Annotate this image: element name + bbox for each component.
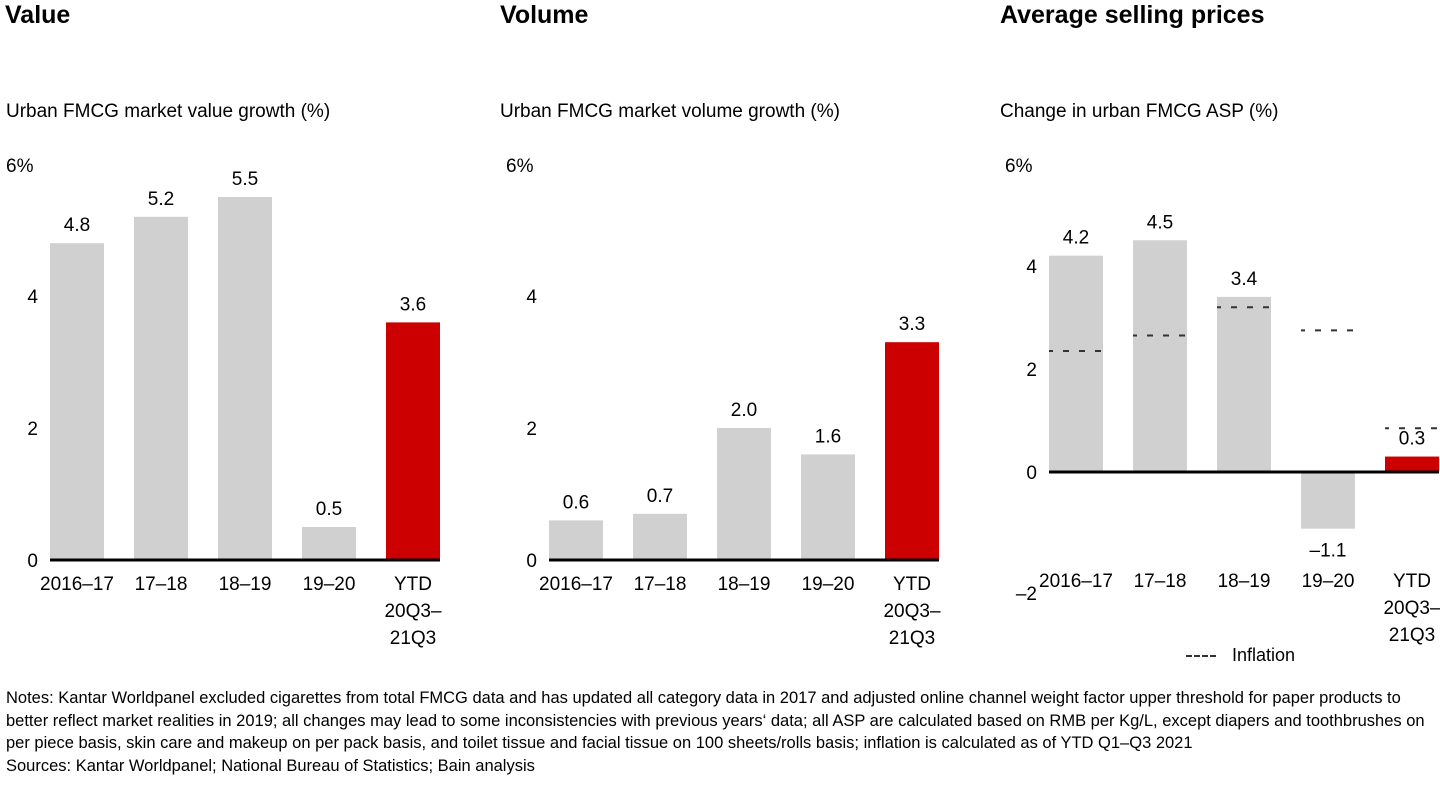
category-label: 18–19 bbox=[718, 574, 771, 595]
category-label: 17–18 bbox=[634, 574, 687, 595]
bar bbox=[633, 513, 687, 560]
volume-growth-chart: 6% 4 2 0 0.6 2016–17 0.7 17–18 2.0 18–19 1.6 19–20 3… bbox=[506, 156, 941, 649]
category-label: 18–19 bbox=[219, 574, 272, 595]
sources-text: Sources: Kantar Worldpanel; National Bur… bbox=[6, 756, 535, 775]
data-label: 2.0 bbox=[731, 400, 757, 421]
data-label: 5.2 bbox=[148, 189, 174, 210]
notes-text: Notes: Kantar Worldpanel excluded cigare… bbox=[6, 689, 1425, 752]
panel-title-asp: Average selling prices bbox=[1000, 1, 1265, 29]
data-label: 5.5 bbox=[232, 169, 258, 190]
bar bbox=[1301, 472, 1355, 529]
category-label: 17–18 bbox=[1134, 571, 1187, 592]
category-label: 21Q3 bbox=[889, 628, 935, 649]
legend-label-inflation: Inflation bbox=[1232, 645, 1296, 665]
category-label: 20Q3– bbox=[1383, 598, 1440, 619]
y-tick-label: 2 bbox=[1026, 360, 1037, 381]
y-tick-label: 0 bbox=[526, 551, 537, 572]
data-label: 0.7 bbox=[647, 486, 673, 507]
data-label: 0.5 bbox=[316, 499, 342, 520]
category-label: 2016–17 bbox=[1039, 571, 1113, 592]
y-tick-label: 0 bbox=[27, 551, 38, 572]
panel-subtitle-asp: Change in urban FMCG ASP (%) bbox=[1000, 101, 1279, 122]
category-label: YTD bbox=[394, 574, 432, 595]
category-label: YTD bbox=[893, 574, 931, 595]
y-tick-label: 4 bbox=[526, 287, 537, 308]
inflation-dash-icon bbox=[1186, 654, 1216, 657]
panel-title-value: Value bbox=[5, 1, 71, 29]
bar bbox=[218, 197, 272, 560]
y-tick-label: 6% bbox=[1005, 156, 1033, 177]
panel-subtitle-value: Urban FMCG market value growth (%) bbox=[6, 101, 331, 122]
bar bbox=[549, 520, 603, 560]
bar bbox=[1217, 296, 1271, 472]
panel-title-volume: Volume bbox=[500, 1, 589, 29]
bar bbox=[1133, 240, 1187, 472]
footer-notes: Notes: Kantar Worldpanel excluded cigare… bbox=[6, 687, 1436, 777]
y-tick-label: 2 bbox=[526, 419, 537, 440]
y-tick-label: 4 bbox=[27, 287, 38, 308]
category-label: YTD bbox=[1393, 571, 1431, 592]
data-label: 3.3 bbox=[899, 314, 925, 335]
category-label: 20Q3– bbox=[384, 601, 441, 622]
data-label: 4.8 bbox=[64, 215, 90, 236]
category-label: 21Q3 bbox=[390, 628, 436, 649]
bar bbox=[801, 454, 855, 560]
chart-legend: Inflation bbox=[1186, 645, 1295, 666]
category-label: 19–20 bbox=[1302, 571, 1355, 592]
category-label: 19–20 bbox=[303, 574, 356, 595]
y-tick-label: 0 bbox=[1026, 463, 1037, 484]
panel-subtitle-volume: Urban FMCG market volume growth (%) bbox=[500, 101, 840, 122]
category-label: 19–20 bbox=[802, 574, 855, 595]
data-label: 4.5 bbox=[1147, 212, 1173, 233]
asp-change-chart: 6% 4 2 0 –2 4.2 2016–17 4.5 17–18 3.4 18–19 –1.1 19–… bbox=[1005, 156, 1440, 646]
category-label: 2016–17 bbox=[539, 574, 613, 595]
data-label: 1.6 bbox=[815, 426, 841, 447]
y-tick-label: 6% bbox=[6, 156, 34, 177]
bar bbox=[1049, 255, 1103, 472]
data-label: 0.3 bbox=[1399, 429, 1425, 450]
y-tick-label: 4 bbox=[1026, 257, 1037, 278]
category-label: 18–19 bbox=[1218, 571, 1271, 592]
bar-highlight bbox=[885, 342, 939, 560]
bar bbox=[134, 216, 188, 561]
data-label: 3.6 bbox=[400, 294, 426, 315]
bar-highlight bbox=[1385, 456, 1439, 472]
y-tick-label: 2 bbox=[27, 419, 38, 440]
data-label: 4.2 bbox=[1063, 228, 1089, 249]
y-tick-label: –2 bbox=[1016, 584, 1037, 605]
category-label: 17–18 bbox=[135, 574, 188, 595]
bar bbox=[717, 428, 771, 560]
value-growth-chart: 6% 4 2 0 4.8 2016–17 5.2 17–18 5.5 18–19 0.5 19–20 3… bbox=[6, 156, 442, 649]
bar-highlight bbox=[386, 322, 440, 560]
bar bbox=[50, 243, 104, 560]
bar bbox=[302, 527, 356, 560]
data-label: 3.4 bbox=[1231, 269, 1258, 290]
category-label: 21Q3 bbox=[1389, 625, 1435, 646]
category-label: 20Q3– bbox=[883, 601, 940, 622]
data-label: 0.6 bbox=[563, 492, 589, 513]
data-label: –1.1 bbox=[1310, 541, 1347, 562]
y-tick-label: 6% bbox=[506, 156, 534, 177]
category-label: 2016–17 bbox=[40, 574, 114, 595]
